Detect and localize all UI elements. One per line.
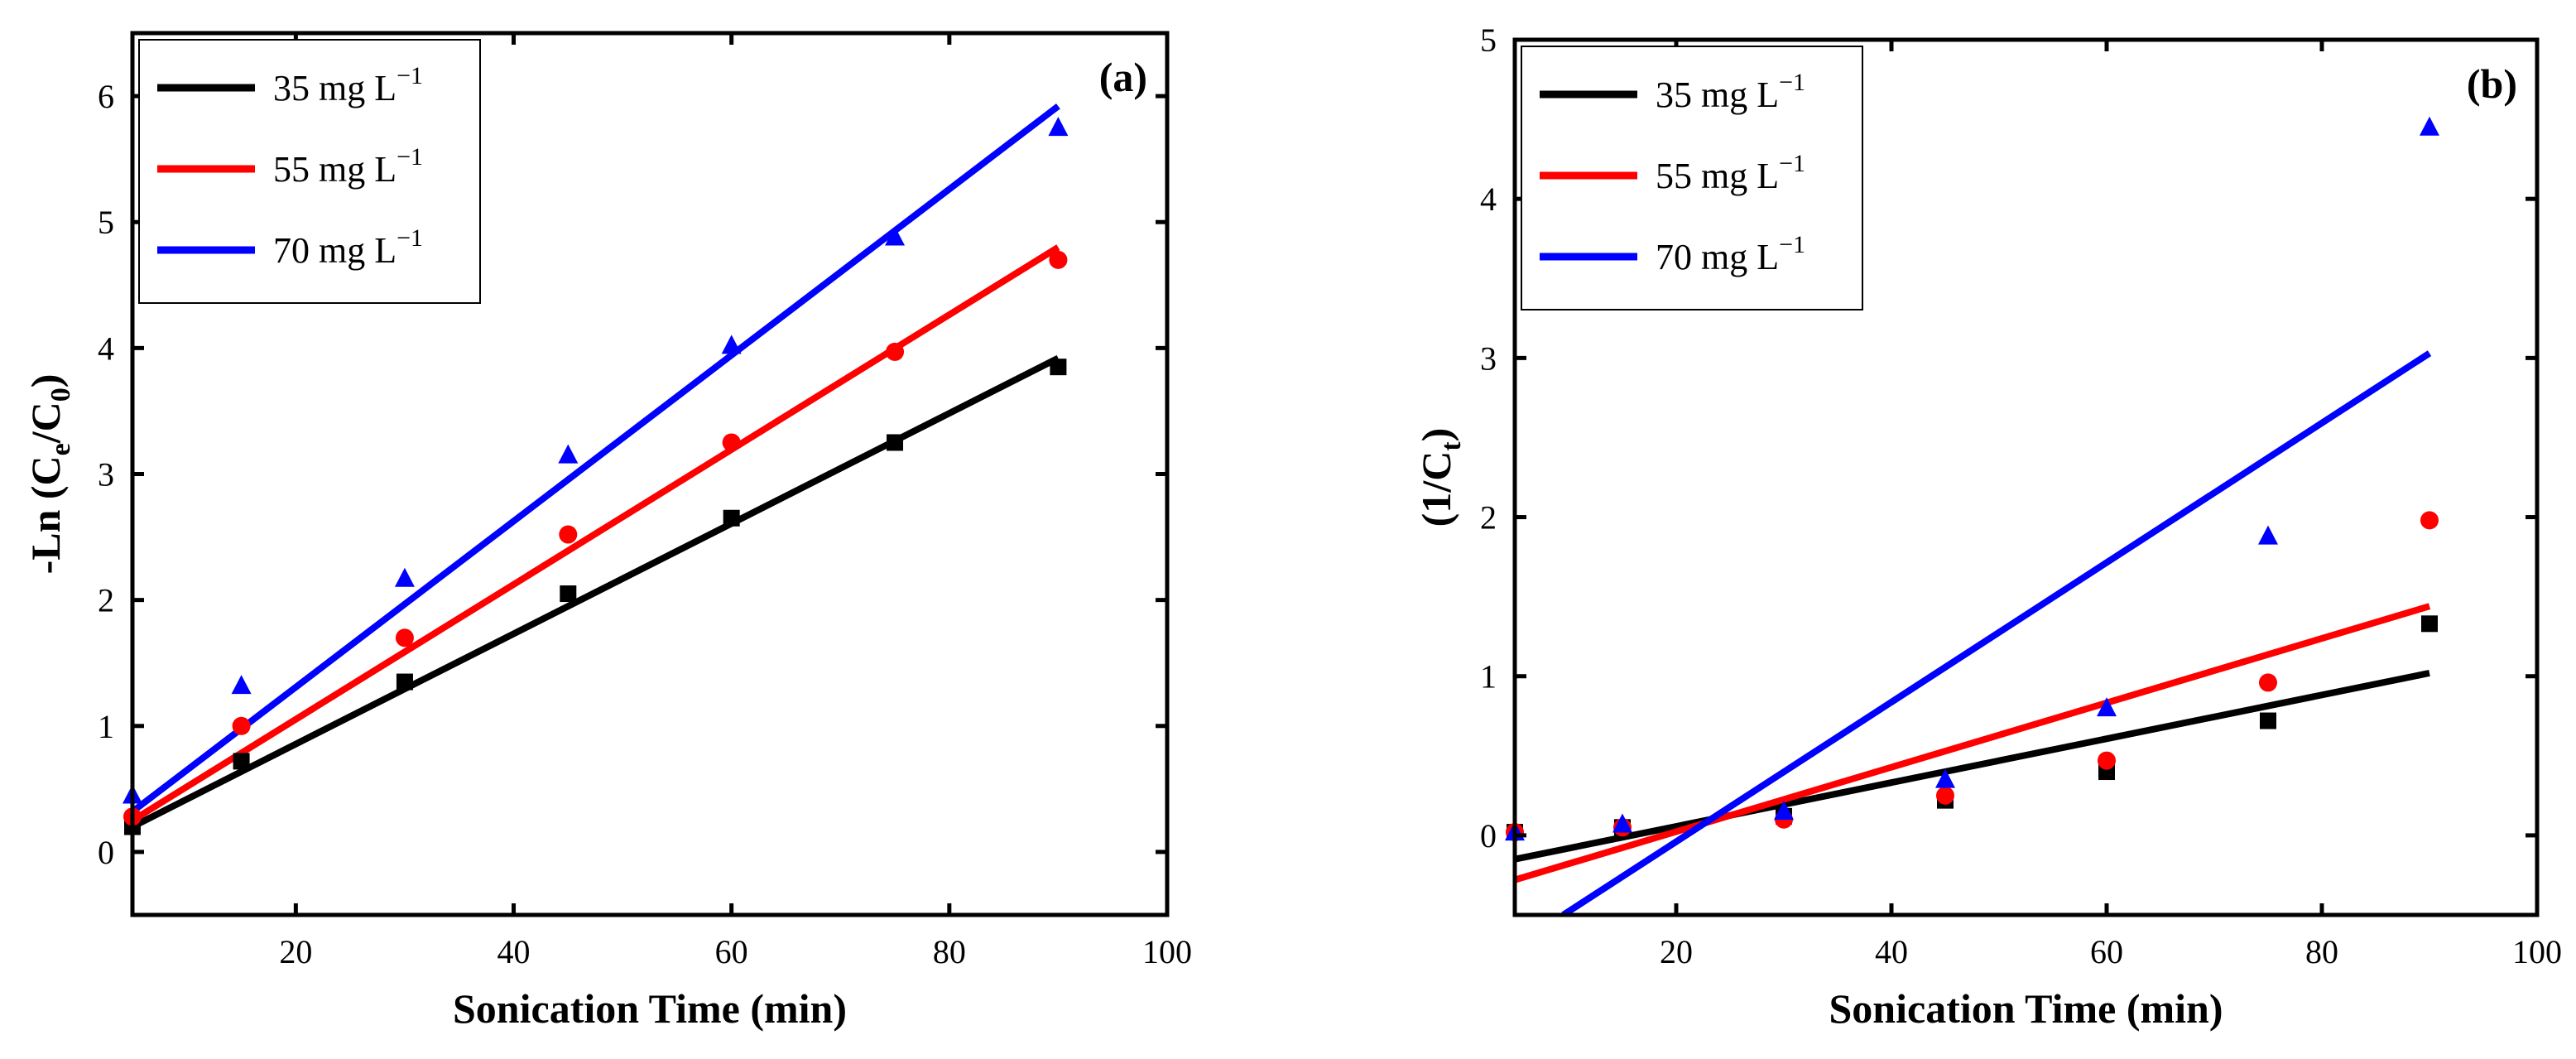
panel-b-y-axis-title: (1/Ct) [1413, 428, 1467, 527]
panel-a-series-1-point-5 [886, 342, 905, 361]
panel-b-x-tick-label-1: 40 [1875, 933, 1908, 970]
panel-a-y-axis-title-sub-3: 0 [46, 387, 76, 402]
panel-b-series-0-point-5 [2260, 712, 2276, 729]
panel-b-legend-label-2: 70 mg L−1 [1656, 231, 1805, 277]
panel-a-fit-line-1 [132, 244, 1060, 824]
panel-a-legend-label-main-2: 70 mg L [273, 230, 396, 271]
panel-b-y-tick-label-4: 4 [1480, 181, 1497, 218]
panel-a-fit-line-0 [132, 354, 1060, 830]
panel-b-y-axis-title-part-0: (1/C [1413, 451, 1459, 527]
panel-b-y-axis-title-sub-1: t [1436, 441, 1467, 451]
panel-b-x-tick-label-3: 80 [2305, 933, 2338, 970]
panel-b-series-2-point-1 [1612, 813, 1632, 833]
panel-a-series-0-point-6 [1050, 359, 1067, 376]
panel-b-legend-label-main-0: 35 mg L [1656, 75, 1779, 115]
panel-b-x-tick-label-2: 60 [2090, 933, 2123, 970]
panel-a-fit-line-2 [132, 103, 1060, 815]
panel-b-fit-line-2 [1561, 350, 2432, 915]
panel-a-legend-label-main-0: 35 mg L [273, 68, 396, 108]
panel-a-legend-label-1: 55 mg L−1 [273, 143, 423, 190]
panel-b-legend-label-sup-0: −1 [1779, 69, 1805, 96]
panel-b-series-1-point-3 [1936, 786, 1954, 805]
panel-a-legend-label-0: 35 mg L−1 [273, 62, 423, 108]
panel-b-y-tick-label-2: 2 [1480, 499, 1497, 537]
panel-a-y-tick-label-0: 0 [98, 834, 114, 871]
panel-a-x-tick-label-3: 80 [933, 933, 966, 970]
panel-a-legend-label-sup-0: −1 [396, 62, 423, 89]
panel-a-x-axis-title: Sonication Time (min) [453, 985, 847, 1032]
panel-a-series-0-point-2 [396, 673, 413, 691]
panel-b-series-1-point-6 [2420, 511, 2439, 530]
panel-a-series-1-point-4 [722, 433, 741, 452]
panel-b-legend: 35 mg L−155 mg L−170 mg L−1 [1521, 46, 1863, 310]
panel-b-y-tick-label-3: 3 [1480, 339, 1497, 377]
panel-b-legend-label-main-2: 70 mg L [1656, 237, 1779, 277]
panel-a-series-2-point-1 [231, 675, 252, 695]
panel-a-x-tick-label-2: 60 [715, 933, 748, 970]
panel-a-series-2-point-6 [1048, 117, 1069, 137]
panel-a-series-2-point-5 [885, 226, 906, 246]
panel-a-x-tick-label-1: 40 [497, 933, 531, 970]
panel-b-panel-label: (b) [2467, 60, 2517, 107]
panel-a-x-tick-label-4: 100 [1142, 933, 1192, 970]
panel-b-series-2-point-3 [1935, 768, 1955, 788]
panel-b-series-1-point-4 [2098, 751, 2116, 770]
panel-a-y-tick-label-1: 1 [98, 708, 114, 745]
panel-b-series-2-point-5 [2258, 525, 2278, 545]
panel-b-series-2-point-6 [2420, 116, 2439, 136]
panel-b-series-2-point-4 [2097, 697, 2117, 717]
panel-b: 20 40 60 80 100 0 1 2 3 4 5 Sonication Time (min) (1… [1413, 22, 2562, 1032]
panel-b-legend-label-0: 35 mg L−1 [1656, 69, 1805, 115]
panel-a-legend: 35 mg L−155 mg L−170 mg L−1 [138, 39, 481, 304]
panel-b-fit-line-1 [1515, 603, 2431, 883]
panel-a-series-1-point-6 [1049, 250, 1068, 269]
panel-b-fit-line-0 [1515, 669, 2430, 863]
panel-a-y-axis-title-part-2: /C [22, 402, 69, 444]
panel-b-y-axis-title-part-2: ) [1413, 428, 1459, 442]
panel-b-x-axis-title: Sonication Time (min) [1829, 985, 2223, 1032]
panel-a-legend-label-main-1: 55 mg L [273, 149, 396, 190]
panel-a-series-1-point-3 [559, 525, 578, 544]
panel-b-legend-label-main-1: 55 mg L [1656, 156, 1779, 196]
panel-b-x-tick-label-4: 100 [2512, 933, 2562, 970]
panel-a-y-tick-label-6: 6 [98, 78, 114, 115]
panel-b-legend-label-sup-1: −1 [1779, 150, 1805, 177]
panel-a: 20 40 60 80 100 0 1 2 3 4 5 6 Sonication Time (min) -… [22, 31, 1192, 1032]
panel-a-y-axis-title-sub-1: e [46, 443, 76, 455]
panel-a-y-tick-label-3: 3 [98, 456, 114, 493]
panel-a-y-tick-label-5: 5 [98, 204, 114, 241]
panel-a-legend-label-sup-2: −1 [396, 224, 423, 252]
panel-b-y-tick-label-0: 0 [1480, 817, 1497, 854]
panel-b-legend-label-1: 55 mg L−1 [1656, 150, 1805, 196]
panel-a-series-1-point-1 [232, 716, 251, 735]
panel-a-x-tick-label-0: 20 [279, 933, 312, 970]
panel-b-series-1-point-5 [2259, 673, 2277, 692]
panel-b-series-2-point-2 [1774, 801, 1794, 821]
panel-a-panel-label: (a) [1099, 54, 1147, 100]
panel-a-series-0-point-3 [560, 585, 577, 603]
panel-a-legend-label-sup-1: −1 [396, 143, 423, 171]
panel-a-series-2-point-3 [558, 444, 579, 464]
panel-a-series-0-point-4 [723, 509, 740, 527]
panel-a-y-axis-title-part-0: -Ln (C [22, 455, 69, 574]
panel-b-y-tick-label-5: 5 [1480, 22, 1497, 59]
panel-b-legend-label-sup-2: −1 [1779, 231, 1805, 258]
panel-a-y-axis-title: -Ln (Ce/C0) [22, 374, 76, 575]
panel-b-axes-frame [1512, 37, 2540, 917]
panel-a-series-2-point-2 [394, 567, 415, 587]
panel-b-series-0-point-6 [2421, 615, 2438, 633]
panel-b-y-tick-label-1: 1 [1480, 658, 1497, 696]
panel-a-series-1-point-2 [395, 628, 414, 647]
panel-a-legend-label-2: 70 mg L−1 [273, 224, 423, 271]
panel-a-y-axis-title-part-4: ) [22, 374, 69, 388]
panel-a-y-tick-label-4: 4 [98, 330, 114, 367]
panel-a-series-0-point-1 [233, 753, 250, 770]
panel-a-series-0-point-5 [887, 434, 904, 451]
panel-a-series-2-point-4 [721, 335, 742, 354]
panel-b-x-tick-label-0: 20 [1660, 933, 1693, 970]
panel-a-y-tick-label-2: 2 [98, 582, 114, 619]
